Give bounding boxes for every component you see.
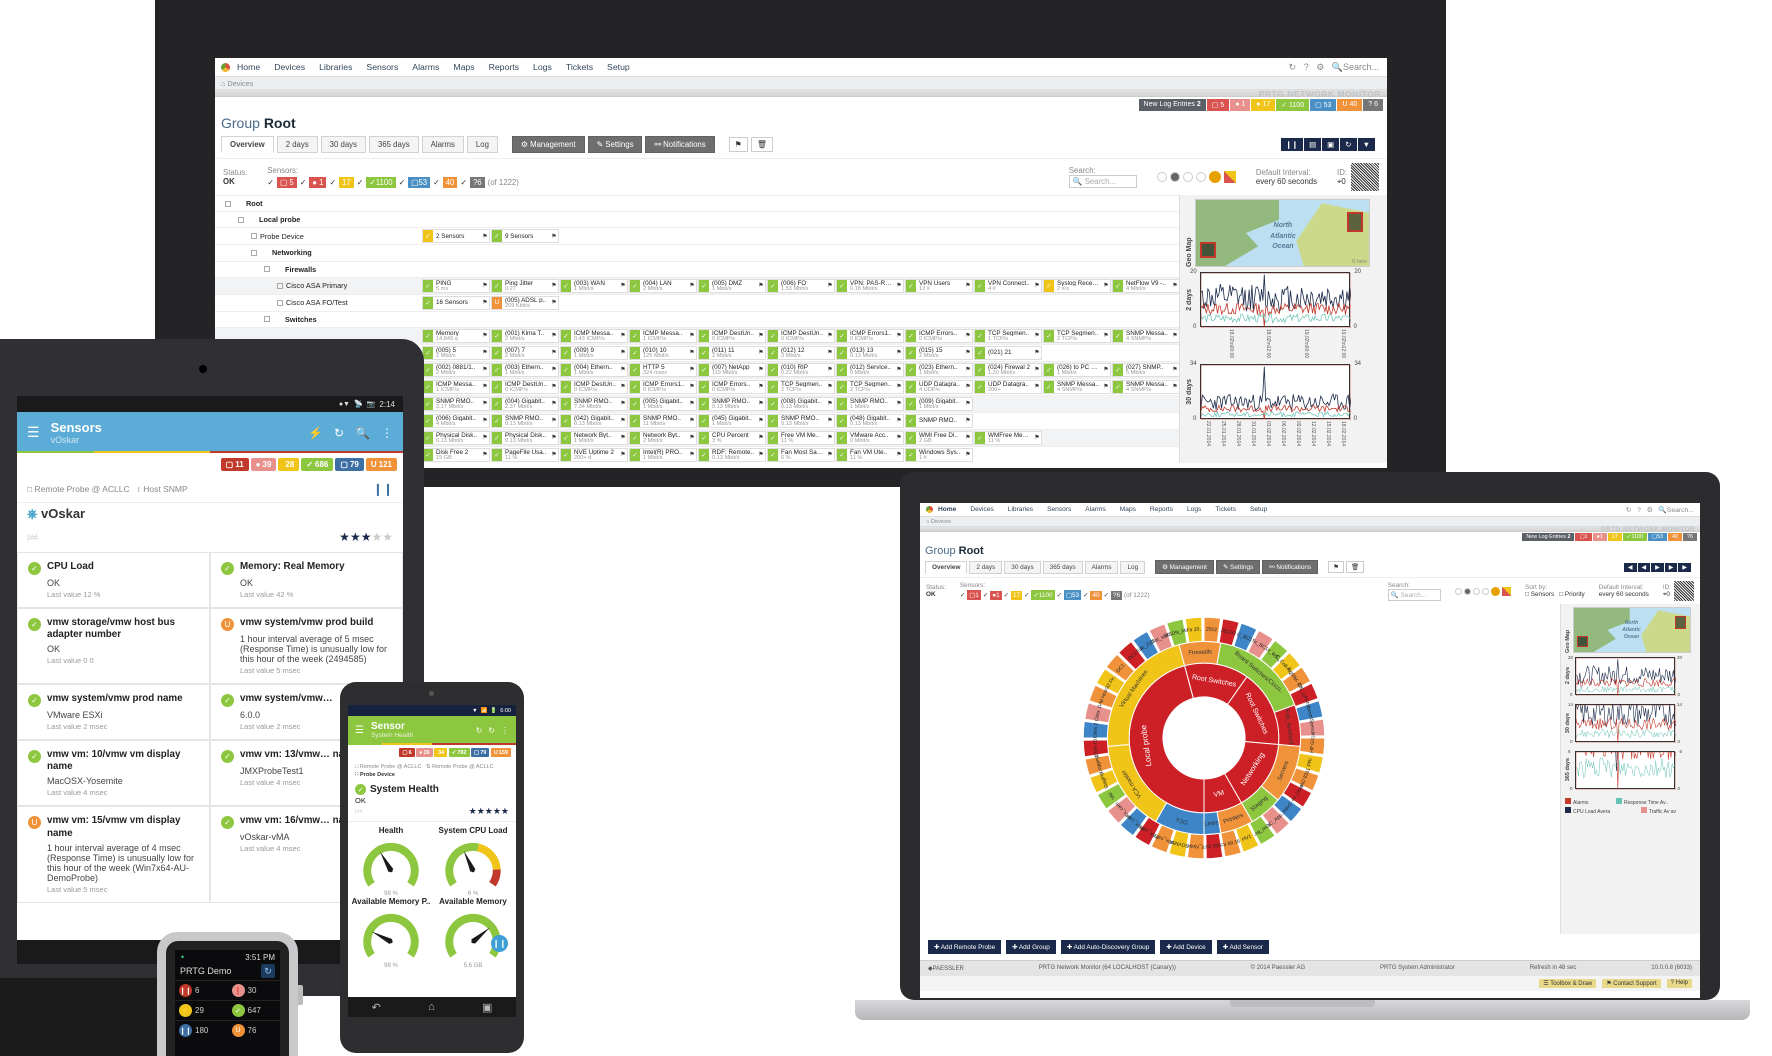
svg-text:2012: 2012 (1206, 627, 1218, 634)
svg-text:Firewalls: Firewalls (1188, 649, 1212, 656)
svg-text:Lines: Lines (1204, 820, 1219, 827)
svg-text:HP G3: HP G3 (1309, 738, 1316, 754)
svg-text:Citrix 2: Citrix 2 (1092, 722, 1099, 738)
